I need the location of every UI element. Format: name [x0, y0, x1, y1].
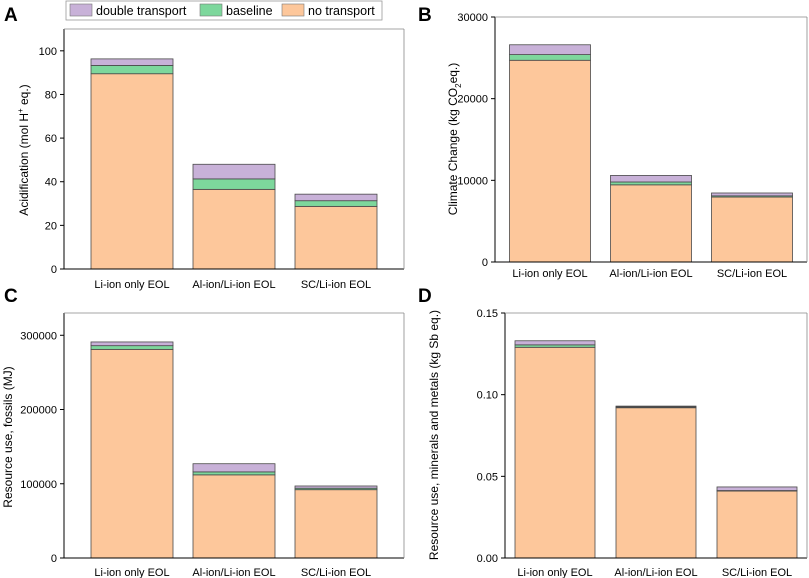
x-tick-label-a-al-ion-li-ion-eol: Al-ion/Li-ion EOL — [192, 279, 275, 291]
x-tick-label-b-li-ion-only-eol: Li-ion only EOL — [512, 268, 587, 280]
bars-a — [90, 58, 378, 270]
y-tick-label-c-3: 300000 — [20, 330, 57, 342]
bar-d-sc-li-ion-eol-double-transport — [716, 486, 798, 491]
bar-b-li-ion-only-eol-double-transport — [509, 44, 591, 55]
legend-swatch-baseline — [199, 3, 223, 17]
y-tick-label-a-3: 60 — [45, 133, 57, 145]
bar-d-al-ion-li-ion-eol-double-transport — [615, 405, 697, 408]
bar-c-al-ion-li-ion-eol-no-transport — [192, 474, 276, 559]
bar-b-al-ion-li-ion-eol-baseline — [610, 181, 692, 186]
x-tick-label-d-al-ion-li-ion-eol: Al-ion/Li-ion EOL — [614, 567, 697, 578]
x-tick-label-c-al-ion-li-ion-eol: Al-ion/Li-ion EOL — [192, 567, 275, 578]
x-tick-label-b-sc-li-ion-eol: SC/Li-ion EOL — [717, 268, 787, 280]
panel-letter-d: D — [418, 286, 432, 307]
bar-a-al-ion-li-ion-eol-baseline — [192, 178, 276, 190]
panel-c: C Resource use, fossils (MJ) 0 100000 2000… — [1, 286, 405, 578]
x-tick-label-b-al-ion-li-ion-eol: Al-ion/Li-ion EOL — [609, 268, 692, 280]
y-axis-title-b: Climate Change (kg CO2eq.) — [446, 63, 463, 216]
bar-b-sc-li-ion-eol-no-transport — [711, 196, 793, 263]
bar-d-li-ion-only-eol-double-transport — [514, 340, 596, 346]
y-axis-title-d: Resource use, minerals and metals (kg Sb… — [427, 310, 441, 560]
bar-a-li-ion-only-eol-no-transport — [90, 73, 174, 270]
bars-c — [90, 341, 378, 559]
bar-b-al-ion-li-ion-eol-double-transport — [610, 175, 692, 183]
bar-c-al-ion-li-ion-eol-baseline — [192, 471, 276, 476]
bar-c-sc-li-ion-eol-no-transport — [294, 489, 378, 559]
bar-a-al-ion-li-ion-eol-double-transport — [192, 163, 276, 180]
panel-letter-c: C — [4, 286, 18, 307]
bar-a-sc-li-ion-eol-baseline — [294, 200, 378, 207]
bar-a-al-ion-li-ion-eol-no-transport — [192, 188, 276, 270]
y-tick-label-d-0: 0.00 — [477, 553, 498, 565]
bars-b — [509, 44, 793, 263]
y-tick-label-a-1: 20 — [45, 220, 57, 232]
y-tick-label-d-1: 0.05 — [477, 471, 498, 483]
y-tick-label-a-4: 80 — [45, 89, 57, 101]
y-tick-label-a-5: 100 — [39, 46, 57, 58]
y-tick-label-a-2: 40 — [45, 177, 57, 189]
x-categories-a: Li-ion only EOL Al-ion/Li-ion EOL SC/Li-io… — [94, 279, 371, 291]
bar-c-li-ion-only-eol-double-transport — [90, 341, 174, 347]
bar-a-sc-li-ion-eol-double-transport — [294, 193, 378, 202]
y-tick-label-b-2: 20000 — [457, 94, 488, 106]
y-tick-label-b-3: 30000 — [457, 12, 488, 24]
legend-label-no-transport: no transport — [308, 4, 375, 18]
panel-d: D Resource use, minerals and metals (kg … — [418, 286, 808, 578]
bar-b-al-ion-li-ion-eol-no-transport — [610, 184, 692, 263]
bar-a-li-ion-only-eol-double-transport — [90, 58, 174, 66]
x-tick-label-d-li-ion-only-eol: Li-ion only EOL — [517, 567, 592, 578]
y-tick-label-d-2: 0.10 — [477, 390, 498, 402]
bar-d-li-ion-only-eol-no-transport — [514, 346, 596, 559]
y-tick-label-c-2: 200000 — [20, 405, 57, 417]
panel-letter-b: B — [418, 5, 432, 26]
axes-d — [504, 312, 808, 559]
x-tick-label-c-sc-li-ion-eol: SC/Li-ion EOL — [301, 567, 371, 578]
axes-c — [63, 312, 405, 559]
x-categories-c: Li-ion only EOL Al-ion/Li-ion EOL SC/Li-io… — [94, 567, 371, 578]
bar-a-li-ion-only-eol-baseline — [90, 65, 174, 75]
panel-letter-a: A — [4, 5, 18, 26]
bar-c-li-ion-only-eol-no-transport — [90, 348, 174, 559]
bar-c-sc-li-ion-eol-double-transport — [294, 485, 378, 489]
legend-label-double-transport: double transport — [96, 4, 187, 18]
bar-d-al-ion-li-ion-eol-no-transport — [615, 407, 697, 559]
y-tick-label-b-1: 10000 — [457, 175, 488, 187]
axes-a — [63, 28, 405, 270]
y-ticks-b: 0 10000 20000 30000 — [457, 12, 495, 269]
y-ticks-d: 0.00 0.05 0.10 0.15 — [477, 308, 505, 565]
panel-b: B Climate Change (kg CO2eq.) 0 10000 20000… — [418, 5, 808, 280]
bar-c-li-ion-only-eol-baseline — [90, 345, 174, 350]
bar-b-sc-li-ion-eol-double-transport — [711, 192, 793, 197]
y-axis-title-a: Acidification (mol H+ eq.) — [16, 84, 31, 215]
y-tick-label-d-3: 0.15 — [477, 308, 498, 320]
x-tick-label-d-sc-li-ion-eol: SC/Li-ion EOL — [722, 567, 792, 578]
bar-b-li-ion-only-eol-baseline — [509, 54, 591, 61]
bar-d-sc-li-ion-eol-no-transport — [716, 490, 798, 559]
x-tick-label-c-li-ion-only-eol: Li-ion only EOL — [94, 567, 169, 578]
x-categories-d: Li-ion only EOL Al-ion/Li-ion EOL SC/Li-io… — [517, 567, 792, 578]
x-tick-label-a-sc-li-ion-eol: SC/Li-ion EOL — [301, 279, 371, 291]
y-tick-label-c-0: 0 — [51, 553, 57, 565]
legend-label-baseline: baseline — [226, 4, 273, 18]
y-ticks-c: 0 100000 200000 300000 — [20, 330, 64, 565]
y-tick-label-c-1: 100000 — [20, 479, 57, 491]
legend: double transport baseline no transport — [65, 0, 383, 21]
x-tick-label-a-li-ion-only-eol: Li-ion only EOL — [94, 279, 169, 291]
y-axis-title-c: Resource use, fossils (MJ) — [1, 366, 15, 507]
bar-c-al-ion-li-ion-eol-double-transport — [192, 463, 276, 473]
bars-d — [514, 340, 798, 559]
legend-swatch-double-transport — [69, 3, 93, 17]
y-ticks-a: 0 20 40 60 80 100 — [39, 46, 64, 276]
y-tick-label-a-0: 0 — [51, 264, 57, 276]
axes-b — [494, 16, 808, 263]
bar-b-li-ion-only-eol-no-transport — [509, 59, 591, 263]
legend-swatch-no-transport — [281, 3, 305, 17]
y-tick-label-b-0: 0 — [482, 257, 488, 269]
x-categories-b: Li-ion only EOL Al-ion/Li-ion EOL SC/Li-io… — [512, 268, 787, 280]
bar-a-sc-li-ion-eol-no-transport — [294, 205, 378, 270]
panel-a: A Acidification (mol H+ eq.) 0 20 40 60 80 10… — [4, 5, 405, 291]
